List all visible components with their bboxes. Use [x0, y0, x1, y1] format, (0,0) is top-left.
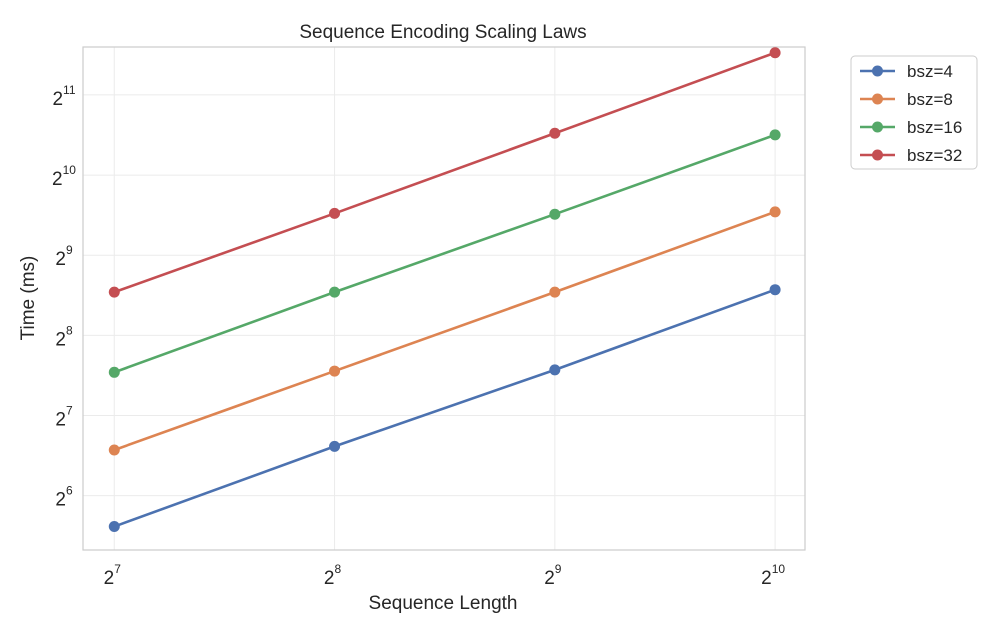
data-point	[549, 208, 561, 220]
legend: bsz=4 bsz=8 bsz=16 bsz=32	[850, 55, 978, 170]
data-point	[329, 207, 341, 219]
data-point	[769, 206, 781, 218]
series-line	[112, 288, 777, 528]
series-line	[112, 51, 777, 294]
y-tick-label: 27	[55, 404, 73, 431]
y-tick-label: 29	[55, 243, 73, 270]
x-tick-label: 210	[761, 562, 785, 589]
data-point	[329, 286, 341, 298]
legend-item: bsz=16	[860, 118, 962, 137]
chart-title: Sequence Encoding Scaling Laws	[299, 22, 586, 43]
data-point	[329, 365, 341, 377]
x-tick-label: 29	[544, 562, 562, 589]
data-point	[108, 521, 120, 533]
data-point	[769, 129, 781, 141]
data-point	[549, 286, 561, 298]
data-point	[769, 284, 781, 296]
series-line	[112, 133, 777, 374]
plot-area-frame	[82, 46, 806, 551]
legend-frame	[850, 55, 978, 170]
legend-marker	[872, 121, 883, 133]
legend-label: bsz=8	[907, 90, 953, 109]
legend-marker	[872, 65, 883, 77]
series-bsz=4	[108, 284, 781, 533]
y-tick-label: 28	[55, 323, 73, 350]
series-bsz=32	[108, 47, 781, 298]
data-point	[769, 47, 781, 59]
series-bsz=8	[108, 206, 781, 456]
data-point	[108, 366, 120, 378]
legend-marker	[872, 93, 883, 105]
data-point	[549, 364, 561, 376]
data-point	[549, 127, 561, 139]
x-tick-labels: 27 28 29 210	[104, 562, 786, 589]
series-layer	[108, 47, 781, 533]
legend-item: bsz=4	[860, 62, 953, 81]
y-tick-label: 210	[52, 163, 76, 190]
data-point	[329, 440, 341, 452]
y-axis-label: Time (ms)	[18, 256, 39, 341]
y-tick-label: 26	[55, 484, 73, 511]
series-line	[112, 210, 777, 452]
x-tick-label: 27	[104, 562, 122, 589]
y-tick-labels: 26 27 28 29 210 211	[52, 83, 76, 511]
legend-item: bsz=32	[860, 146, 962, 165]
data-point	[108, 444, 120, 456]
legend-item: bsz=8	[860, 90, 953, 109]
legend-label: bsz=32	[907, 146, 962, 165]
x-axis-label: Sequence Length	[369, 593, 518, 614]
data-point	[108, 286, 120, 298]
legend-label: bsz=16	[907, 118, 962, 137]
x-tick-label: 28	[324, 562, 342, 589]
legend-marker	[872, 149, 883, 161]
legend-label: bsz=4	[907, 62, 953, 81]
y-tick-label: 211	[52, 83, 75, 110]
series-bsz=16	[108, 129, 781, 378]
grid	[83, 47, 805, 550]
